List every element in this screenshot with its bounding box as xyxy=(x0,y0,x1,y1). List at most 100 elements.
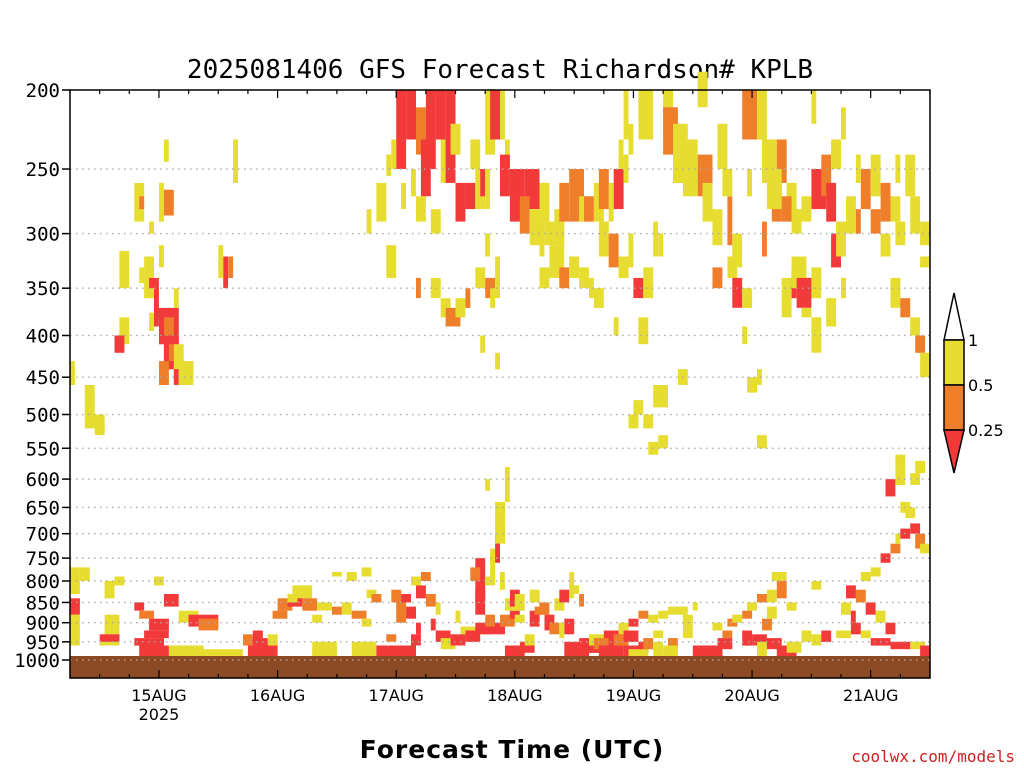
richardson-cell xyxy=(717,638,733,650)
richardson-cell xyxy=(915,460,926,474)
y-tick-label: 600 xyxy=(26,469,60,491)
richardson-cell xyxy=(593,638,609,650)
richardson-cell xyxy=(485,233,491,257)
richardson-cell xyxy=(826,182,837,222)
richardson-cell xyxy=(460,626,486,635)
richardson-cell xyxy=(722,169,733,197)
richardson-cell xyxy=(747,377,757,393)
richardson-cell xyxy=(579,267,589,289)
richardson-cell xyxy=(332,606,342,615)
richardson-cell xyxy=(559,182,570,222)
richardson-cell xyxy=(682,626,693,639)
richardson-cell xyxy=(584,196,594,222)
richardson-cell xyxy=(144,256,154,299)
richardson-cell xyxy=(910,196,921,234)
richardson-cell xyxy=(836,221,846,257)
legend-threshold-label: 1 xyxy=(968,331,978,350)
richardson-cell xyxy=(668,606,678,615)
richardson-cell xyxy=(855,154,861,183)
richardson-cell xyxy=(880,233,891,257)
richardson-cell xyxy=(846,585,856,599)
richardson-cell xyxy=(495,352,500,370)
richardson-cell xyxy=(757,641,767,657)
richardson-cell xyxy=(312,641,337,657)
richardson-cell xyxy=(766,638,782,650)
richardson-cell xyxy=(781,277,792,318)
richardson-cell xyxy=(771,572,787,581)
richardson-cell xyxy=(104,581,115,599)
richardson-cell xyxy=(401,594,411,603)
y-tick-label: 850 xyxy=(26,592,60,614)
richardson-cell xyxy=(470,139,481,169)
richardson-cell xyxy=(920,256,930,268)
richardson-cell xyxy=(163,139,169,162)
richardson-cell xyxy=(692,602,698,611)
richardson-cell xyxy=(440,638,456,650)
richardson-cell xyxy=(430,618,436,631)
richardson-cell xyxy=(70,361,75,385)
richardson-cell xyxy=(786,602,797,611)
richardson-cell xyxy=(811,90,817,124)
ground-fill xyxy=(70,656,930,678)
richardson-cell xyxy=(608,233,619,268)
richardson-cell xyxy=(475,589,486,615)
richardson-cell xyxy=(539,602,550,615)
richardson-cell xyxy=(173,288,179,308)
richardson-cell xyxy=(376,182,387,222)
richardson-cell xyxy=(855,589,866,603)
richardson-cell xyxy=(144,630,169,639)
richardson-cell xyxy=(391,589,402,603)
richardson-cell xyxy=(425,90,436,169)
richardson-cell xyxy=(915,533,926,549)
richardson-cell xyxy=(653,221,659,257)
richardson-cell xyxy=(312,614,323,623)
richardson-cell xyxy=(430,209,441,234)
richardson-cell xyxy=(732,277,743,308)
richardson-cell xyxy=(317,602,332,611)
richardson-cell xyxy=(99,634,120,646)
richardson-cell xyxy=(564,618,575,635)
richardson-cell xyxy=(569,572,575,599)
richardson-cell xyxy=(846,196,856,234)
richardson-cell xyxy=(386,154,392,177)
richardson-cell xyxy=(712,622,723,631)
richardson-cell xyxy=(885,622,896,635)
richardson-cell xyxy=(747,169,752,197)
richardson-cell xyxy=(658,610,669,619)
richardson-cell xyxy=(485,169,491,210)
richardson-cell xyxy=(811,317,822,353)
richardson-cell xyxy=(445,90,456,183)
richardson-cell xyxy=(712,209,723,246)
y-tick-label: 900 xyxy=(26,613,60,635)
richardson-cell xyxy=(811,581,822,590)
richardson-cell xyxy=(485,614,496,627)
richardson-cell xyxy=(589,277,594,299)
richardson-cell xyxy=(119,317,130,345)
richardson-cell xyxy=(396,90,407,169)
richardson-cell xyxy=(455,182,466,222)
richardson-cell xyxy=(786,641,802,653)
richardson-cell xyxy=(416,107,426,155)
x-tick-label: 18AUG xyxy=(487,686,542,705)
richardson-cell xyxy=(727,196,733,246)
richardson-cell xyxy=(228,256,234,278)
richardson-cell xyxy=(776,139,787,183)
richardson-cell xyxy=(178,361,194,385)
richardson-cell xyxy=(490,288,495,308)
richardson-cell xyxy=(119,250,130,289)
richardson-cell xyxy=(500,154,510,197)
richardson-cell xyxy=(633,277,644,299)
richardson-cell xyxy=(302,598,318,611)
richardson-cell xyxy=(613,634,629,646)
richardson-cell xyxy=(682,614,693,627)
richardson-cell xyxy=(628,618,639,627)
richardson-cell xyxy=(910,317,921,336)
richardson-cell xyxy=(218,245,224,278)
richardson-cell xyxy=(786,182,797,222)
richardson-cell xyxy=(70,567,80,594)
richardson-cell xyxy=(524,634,535,646)
credit-link[interactable]: coolwx.com/models xyxy=(851,747,1015,766)
richardson-cell xyxy=(139,610,154,619)
richardson-cell xyxy=(529,209,540,246)
richardson-cell xyxy=(149,277,154,289)
